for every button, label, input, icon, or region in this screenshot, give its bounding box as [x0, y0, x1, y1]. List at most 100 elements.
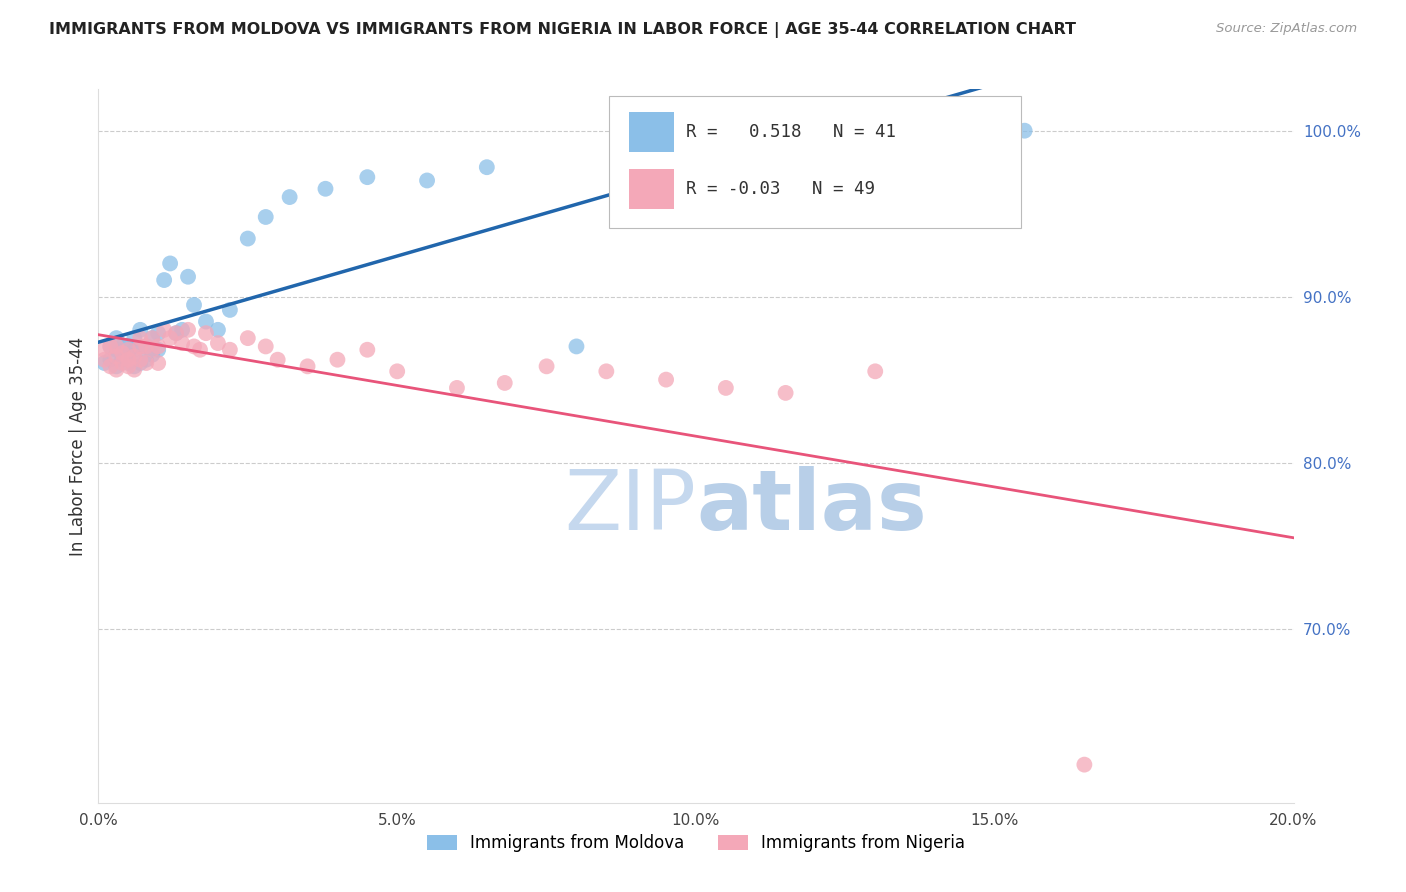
Point — [177, 269, 200, 284]
Point — [124, 362, 146, 376]
FancyBboxPatch shape — [609, 96, 1021, 228]
Point — [165, 326, 187, 340]
Point — [93, 356, 115, 370]
Point — [111, 356, 134, 370]
Point — [124, 343, 146, 357]
Point — [141, 348, 163, 362]
Point — [865, 364, 887, 378]
Point — [98, 339, 122, 353]
Text: R =   0.518   N = 41: R = 0.518 N = 41 — [686, 123, 897, 141]
Point — [219, 302, 242, 317]
Point — [254, 210, 277, 224]
Point — [153, 323, 176, 337]
Point — [416, 173, 439, 187]
Point — [111, 346, 134, 360]
Point — [385, 364, 409, 378]
Point — [267, 352, 290, 367]
Point — [236, 231, 259, 245]
Point — [1014, 124, 1036, 138]
Point — [177, 323, 200, 337]
Text: IMMIGRANTS FROM MOLDOVA VS IMMIGRANTS FROM NIGERIA IN LABOR FORCE | AGE 35-44 CO: IMMIGRANTS FROM MOLDOVA VS IMMIGRANTS FR… — [49, 22, 1076, 38]
Point — [356, 170, 378, 185]
Point — [714, 381, 737, 395]
Point — [105, 350, 128, 364]
Point — [172, 336, 194, 351]
Y-axis label: In Labor Force | Age 35-44: In Labor Force | Age 35-44 — [69, 336, 87, 556]
Point — [315, 182, 337, 196]
Point — [207, 323, 229, 337]
Point — [236, 331, 259, 345]
Point — [124, 331, 146, 345]
Point — [124, 350, 146, 364]
Point — [159, 331, 181, 345]
Point — [219, 343, 242, 357]
Point — [117, 356, 139, 370]
Point — [153, 273, 176, 287]
Point — [98, 339, 122, 353]
Point — [141, 331, 163, 345]
Point — [183, 339, 205, 353]
Point — [105, 343, 128, 357]
Point — [141, 331, 163, 345]
Point — [93, 343, 115, 357]
Point — [98, 352, 122, 367]
Point — [326, 352, 349, 367]
Point — [536, 359, 558, 374]
Point — [148, 326, 170, 340]
Point — [105, 339, 128, 353]
Point — [254, 339, 277, 353]
Legend: Immigrants from Moldova, Immigrants from Nigeria: Immigrants from Moldova, Immigrants from… — [420, 828, 972, 859]
Point — [207, 336, 229, 351]
Point — [159, 256, 181, 270]
Point — [111, 339, 134, 353]
FancyBboxPatch shape — [628, 169, 675, 209]
Point — [98, 359, 122, 374]
Point — [356, 343, 378, 357]
Point — [105, 331, 128, 345]
Point — [117, 348, 139, 362]
Point — [124, 359, 146, 374]
Point — [111, 352, 134, 367]
Point — [195, 326, 218, 340]
Point — [195, 314, 218, 328]
Point — [148, 356, 170, 370]
Point — [494, 376, 516, 390]
Point — [105, 359, 128, 374]
Point — [141, 343, 163, 357]
Text: atlas: atlas — [696, 467, 927, 547]
Point — [135, 356, 157, 370]
Point — [148, 339, 170, 353]
Point — [135, 339, 157, 353]
Point — [172, 323, 194, 337]
Point — [117, 343, 139, 357]
FancyBboxPatch shape — [628, 112, 675, 152]
Point — [135, 352, 157, 367]
Point — [565, 339, 588, 353]
Point — [105, 362, 128, 376]
Point — [446, 381, 468, 395]
Point — [1073, 757, 1095, 772]
Point — [129, 339, 152, 353]
Point — [165, 326, 187, 340]
Point — [117, 339, 139, 353]
Point — [129, 323, 152, 337]
Point — [129, 356, 152, 370]
Point — [183, 298, 205, 312]
Text: ZIP: ZIP — [564, 467, 696, 547]
Point — [117, 352, 139, 367]
Point — [595, 364, 617, 378]
Point — [93, 352, 115, 367]
Point — [117, 359, 139, 374]
Point — [148, 343, 170, 357]
Point — [655, 373, 678, 387]
Point — [475, 160, 498, 174]
Text: R = -0.03   N = 49: R = -0.03 N = 49 — [686, 180, 876, 198]
Point — [188, 343, 211, 357]
Point — [129, 352, 152, 367]
Point — [278, 190, 301, 204]
Point — [135, 339, 157, 353]
Point — [297, 359, 319, 374]
Point — [775, 385, 797, 400]
Point — [129, 339, 152, 353]
Point — [129, 331, 152, 345]
